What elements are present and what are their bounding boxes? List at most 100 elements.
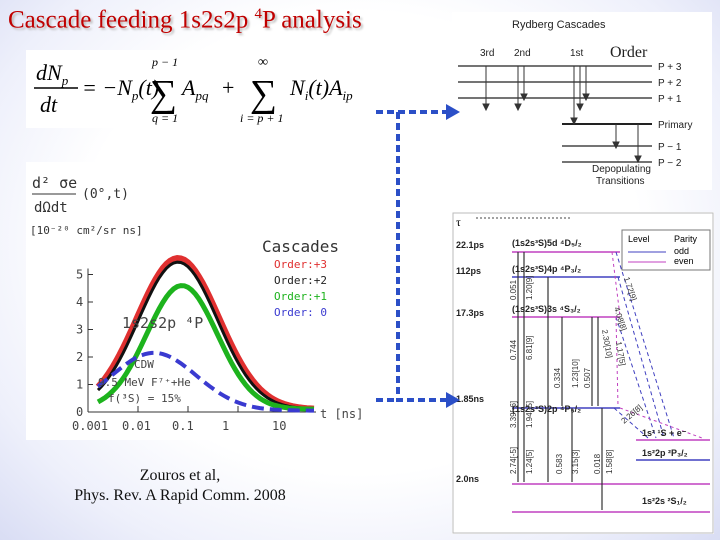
eq-sum2-bot: i = p + 1 [240,111,284,125]
rate-b0: 1.20[9] [525,276,534,300]
x-tick-label: 0.01 [122,419,151,433]
rate-a1: 0.744 [509,339,518,360]
state-3s: (1s2s³S)3s ⁴S₃/₂ [512,304,581,314]
eq-lhs-den: dt [40,92,58,117]
legend-item: Order:+1 [274,290,327,303]
parity-legend: Level Parity odd even [621,229,711,271]
rydberg-title: Rydberg Cascades [512,19,606,31]
x-tick-label: 10 [272,419,286,433]
legend-item: Order: 0 [274,306,327,319]
col-1st: 1st [570,48,584,59]
rydberg-level-label: P − 2 [658,158,682,169]
rate-diag3: 1.17[5] [614,341,627,367]
order-label: Order [610,44,648,61]
cdw-label: CDW [134,358,154,371]
citation-journal: Phys. Rev. A Rapid Comm. 2008 [74,487,286,504]
curve-order-plus1 [96,283,314,412]
caption-transitions: Transitions [596,176,645,187]
rydberg-level-label: P + 1 [658,94,682,105]
y-tick-label: 0 [76,405,83,419]
legend-item: Order:+2 [274,274,327,287]
rate-d0: 0.507 [583,367,592,388]
curve-order-0 [96,350,314,413]
eq-a1: Apq [180,75,209,103]
legend-item: Order:+3 [274,258,327,271]
rydberg-svg: Rydberg Cascades 3rd 2nd 1st Depopulatin… [458,19,692,187]
rate-c2: 0.583 [555,453,564,474]
eq-sum2-top: ∞ [258,55,268,70]
x-tick-label: 0.1 [172,419,194,433]
rate-equation-svg: dNp dt = −Np(t) p − 1 ∑ q = 1 Apq + ∞ ∑ … [34,55,353,125]
rate-a2: 3.39[-6] [509,401,518,428]
eq-term1: = −Np(t) [82,75,159,103]
rydberg-level-label: P + 3 [658,62,682,73]
curve-order-plus2 [96,260,315,411]
rate-diag4: 2.26[8] [620,403,645,426]
rate-b1: 6.81[9] [525,336,534,360]
y-tick-label: 3 [76,323,83,337]
connector-arrows [376,104,460,408]
energy-level-svg: τ Level Parity odd even [452,212,714,534]
state-label: 1s2s2p ⁴P [122,314,203,332]
fraction-label: f(³S) = 15% [108,392,181,405]
eq-sum1-sigma: ∑ [150,73,177,115]
eq-term2: Ni(t)Aip [289,75,353,103]
y-tick-label: 2 [76,350,83,364]
x-tick-label: 1 [222,419,229,433]
state-4p: (1s2s³S)4p ⁴P₃/₂ [512,264,581,274]
eq-plus: + [222,75,234,100]
y-tick-label: 5 [76,268,83,282]
rate-d2: 1.58[8] [605,450,614,474]
rydberg-level-label: P − 1 [658,142,682,153]
state-2p: (1s2s³S)2p ⁴P₅/₂ [512,404,581,414]
cross-section-plot: d² σe (0°,t) dΩdt [10⁻²⁰ cm²/sr ns] Casc… [26,162,372,440]
rate-diag1: 4.08[8] [612,306,628,332]
rate-a0: 0.051 [509,279,518,300]
rate-b2: 1.94[-5] [525,401,534,428]
citation-authors: Zouros et al, [139,467,221,484]
rate-equation: dNp dt = −Np(t) p − 1 ∑ q = 1 Apq + ∞ ∑ … [26,50,372,128]
slide-title: Cascade feeding 1s2s2p 4P analysis [8,6,362,34]
ylabel-den: dΩdt [34,200,68,216]
caption-depopulating: Depopulating [592,164,651,175]
state-continuum: 1s² ¹S + e⁻ [642,428,687,438]
rydberg-cascade-diagram: Rydberg Cascades 3rd 2nd 1st Depopulatin… [452,12,712,190]
rate-c0: 0.334 [553,367,562,388]
lifetime-3s: 17.3ps [456,308,484,318]
y-tick-label: 4 [76,295,83,309]
citation: Zouros et al, Phys. Rev. A Rapid Comm. 2… [0,466,360,506]
eq-lhs-num: dNp [36,60,69,88]
x-unit-label: t [ns] [320,407,363,421]
lifetime-5d: 22.1ps [456,240,484,250]
state-5d: (1s2s³S)5d ⁴D₅/₂ [512,238,582,248]
rate-d1: 0.018 [593,453,602,474]
rate-b3: 1.24[5] [525,450,534,474]
ylabel-num: d² σe [32,174,77,192]
ylabel-arg: (0°,t) [82,187,129,202]
col-2nd: 2nd [514,48,531,59]
state-1s22p: 1s²2p ²P₃/₂ [642,448,688,458]
arrow-to-levels [396,112,450,402]
legend-even: even [674,256,694,266]
rate-a3: 2.74[-5] [509,447,518,474]
lifetime-2p: 1.85ns [456,394,484,404]
ylabel-units: [10⁻²⁰ cm²/sr ns] [30,224,143,237]
legend-odd: odd [674,246,689,256]
rydberg-level-label: P + 2 [658,78,682,89]
eq-sum1-bot: q = 1 [152,111,178,125]
col-3rd: 3rd [480,48,494,59]
curve-order-plus3 [95,254,315,412]
rate-c1: 1.23[10] [571,359,580,388]
tau-label: τ [456,215,461,229]
beam-label: 9.5 MeV F⁷⁺+He [98,376,191,389]
lifetime-ground: 2.0ns [456,474,479,484]
eq-sum1-top: p − 1 [151,55,178,69]
energy-level-diagram: τ Level Parity odd even [452,212,714,534]
y-tick-label: 1 [76,378,83,392]
rydberg-level-label: Primary [658,120,692,131]
rate-diag2: 2.30[10] [600,329,614,359]
legend-parity: Parity [674,234,698,244]
eq-sum2-sigma: ∑ [250,73,277,115]
cascades-title: Cascades [262,237,339,256]
x-tick-label: 0.001 [72,419,108,433]
